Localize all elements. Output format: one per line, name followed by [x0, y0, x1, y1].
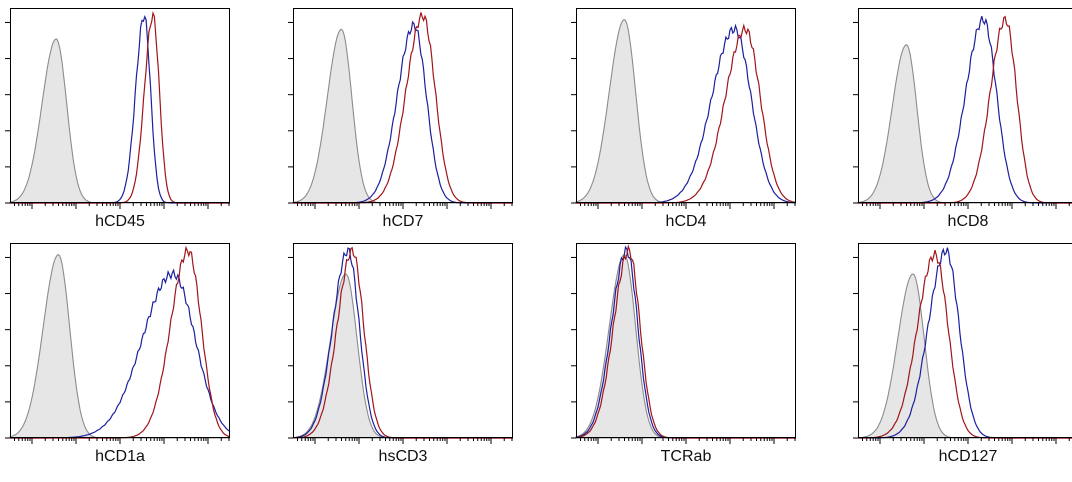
histogram-panel-tcrab: TCRab [571, 243, 796, 474]
histogram-plot [5, 8, 230, 209]
histogram-panel-hcd1a: hCD1a [5, 243, 231, 474]
plot-frame [293, 243, 513, 438]
histogram-panel-hcd4: hCD4 [571, 8, 797, 239]
x-axis-label: hsCD3 [378, 448, 428, 465]
series-isotype [575, 18, 796, 204]
histogram-plot [853, 243, 1072, 444]
histogram-panel-hcd45: hCD45 [5, 8, 230, 239]
plot-frame [858, 243, 1072, 438]
series-isotype [857, 44, 1072, 204]
plot-frame [576, 243, 796, 438]
histogram-panel-hcd8: hCD8 [853, 8, 1072, 239]
x-axis-label: hCD4 [665, 213, 707, 230]
x-axis-label: hCD127 [938, 448, 998, 465]
x-axis-label: hCD1a [95, 448, 145, 465]
x-axis-label: hCD45 [95, 213, 145, 230]
histogram-panel-hscd3: hsCD3 [288, 243, 513, 474]
histogram-panel-hcd127: hCD127 [853, 243, 1072, 474]
plot-frame [10, 243, 230, 438]
x-axis-label: hCD7 [382, 213, 424, 230]
series-isotype [857, 273, 1072, 439]
plot-frame [10, 8, 230, 203]
histogram-panel-hcd7: hCD7 [288, 8, 513, 239]
x-axis-label: TCRab [660, 448, 712, 465]
x-axis-label: hCD8 [947, 213, 989, 230]
series-isotype [292, 273, 513, 439]
plot-frame [293, 8, 513, 203]
series-isotype [9, 38, 230, 204]
histogram-plot [288, 243, 513, 444]
histogram-plot [853, 8, 1072, 209]
histogram-plot [288, 8, 513, 209]
histogram-plot [571, 8, 797, 209]
histogram-plot [5, 243, 231, 444]
histogram-plot [571, 243, 796, 444]
plot-frame [576, 8, 796, 203]
plot-frame [858, 8, 1072, 203]
